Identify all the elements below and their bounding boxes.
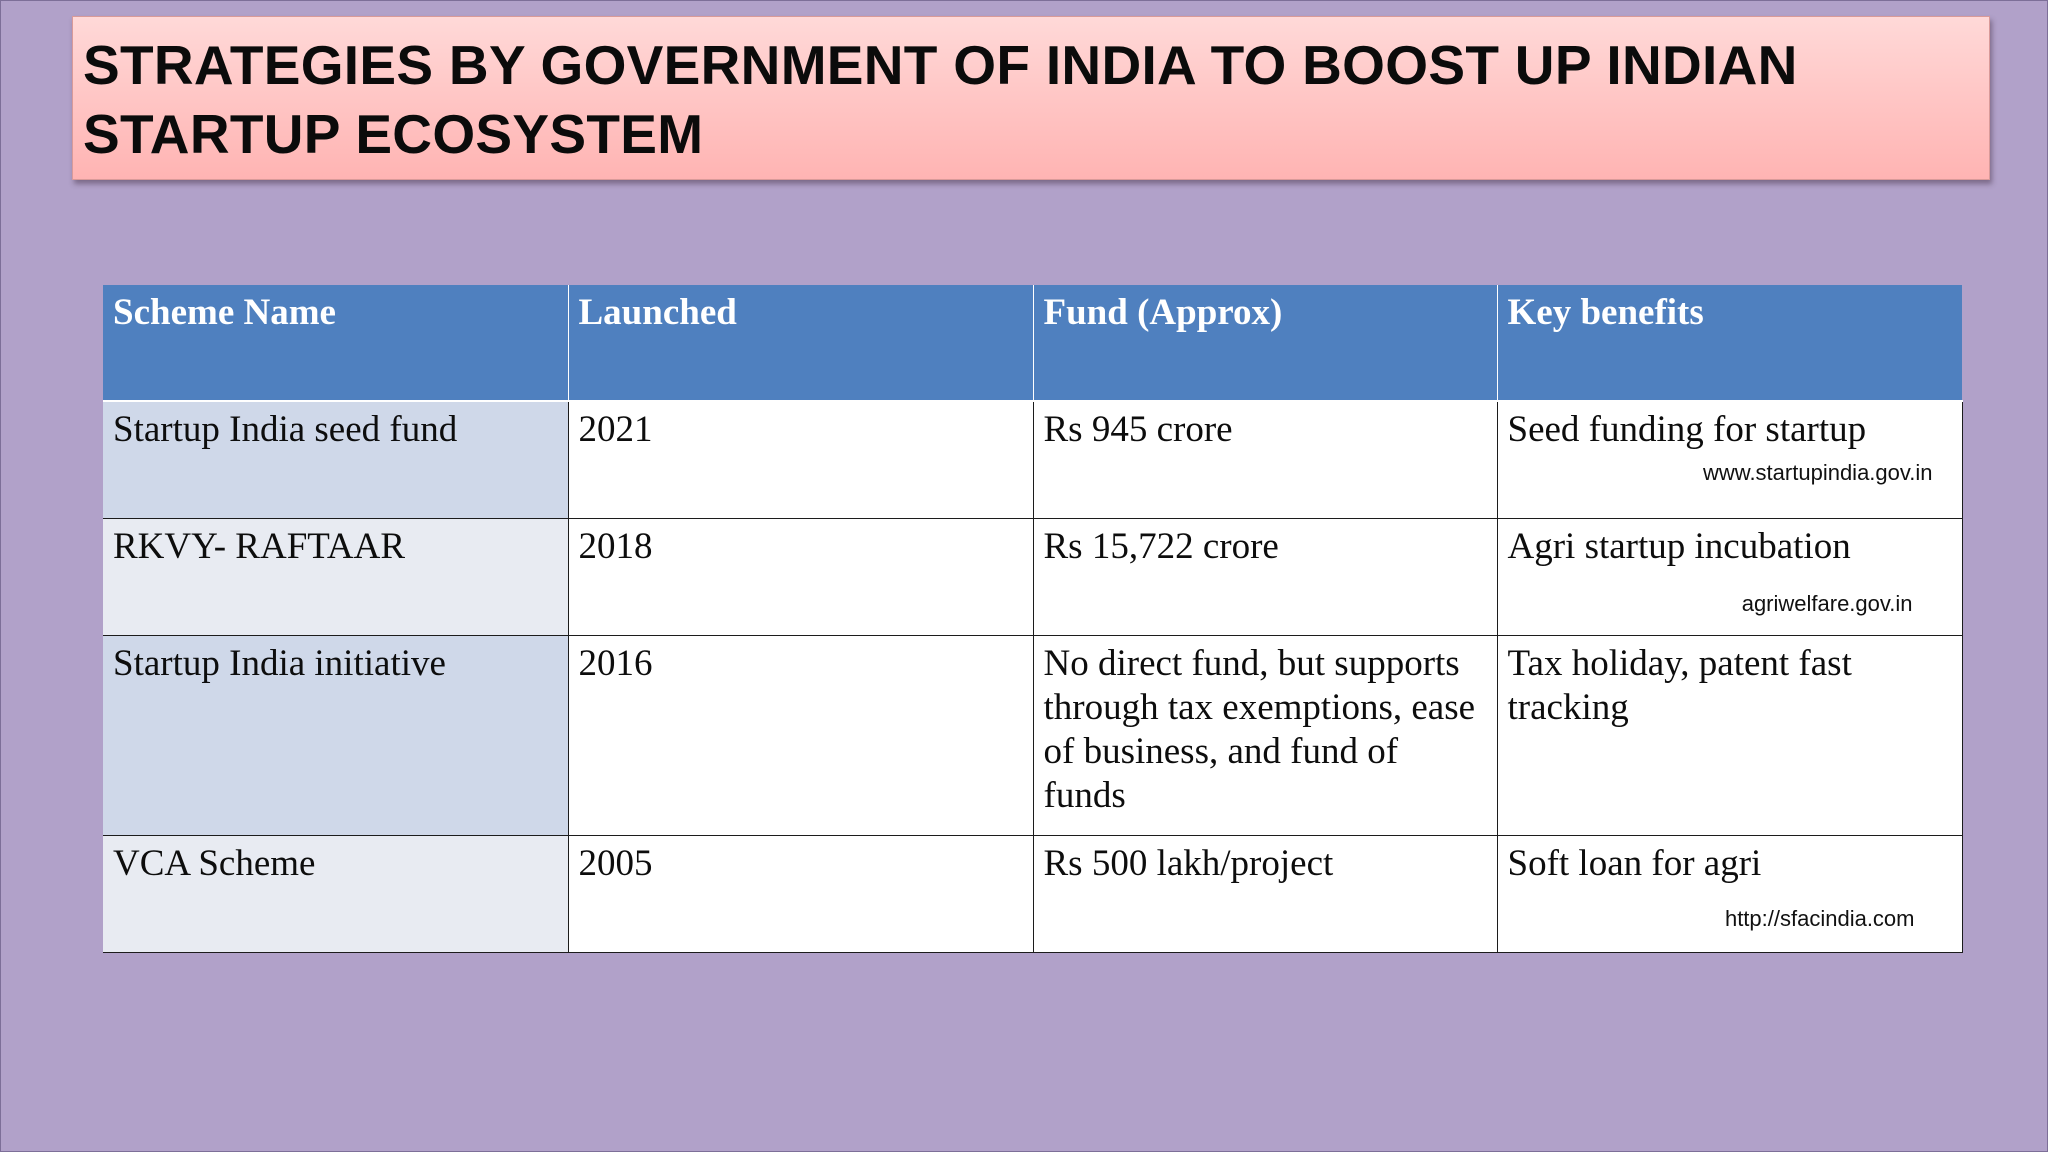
benefit-cell: Tax holiday, patent fast tracking <box>1496 634 1963 836</box>
benefit-text: Soft loan for agri <box>1507 842 1762 884</box>
fund-cell: No direct fund, but supports through tax… <box>1032 634 1498 836</box>
header-fund: Fund (Approx) <box>1033 285 1498 402</box>
launched-cell: 2016 <box>567 634 1034 836</box>
launched-cell: 2005 <box>567 834 1034 953</box>
header-key-benefits: Key benefits <box>1497 285 1962 402</box>
launched-cell: 2018 <box>567 517 1034 636</box>
benefit-cell: Seed funding for startup www.startupindi… <box>1496 400 1963 519</box>
benefit-cell: Soft loan for agri http://sfacindia.com <box>1496 834 1963 953</box>
table-row: Startup India initiative 2016 No direct … <box>103 634 1963 836</box>
scheme-name-cell: RKVY- RAFTAAR <box>103 517 569 636</box>
source-link[interactable]: agriwelfare.gov.in <box>1741 590 1913 616</box>
title-box: STRATEGIES BY GOVERNMENT OF INDIA TO BOO… <box>72 16 1990 180</box>
table-header-row: Scheme Name Launched Fund (Approx) Key b… <box>103 285 1962 402</box>
scheme-name-cell: VCA Scheme <box>103 834 569 953</box>
source-link[interactable]: http://sfacindia.com <box>1724 905 1915 931</box>
benefit-text: Agri startup incubation <box>1507 525 1851 567</box>
slide-title: STRATEGIES BY GOVERNMENT OF INDIA TO BOO… <box>83 34 1798 165</box>
benefit-text: Seed funding for startup <box>1507 409 1867 450</box>
header-launched: Launched <box>568 285 1034 402</box>
scheme-name-cell: Startup India initiative <box>103 634 569 836</box>
header-scheme-name: Scheme Name <box>103 285 569 402</box>
table-row: RKVY- RAFTAAR 2018 Rs 15,722 crore Agri … <box>103 517 1963 636</box>
fund-cell: Rs 500 lakh/project <box>1032 834 1498 953</box>
benefit-text: Tax holiday, patent fast tracking <box>1507 642 1852 728</box>
launched-cell: 2021 <box>567 400 1034 519</box>
table-row: Startup India seed fund 2021 Rs 945 cror… <box>103 400 1963 519</box>
scheme-name-cell: Startup India seed fund <box>103 400 569 519</box>
schemes-table: Scheme Name Launched Fund (Approx) Key b… <box>103 285 1963 953</box>
fund-cell: Rs 945 crore <box>1032 400 1498 519</box>
benefit-cell: Agri startup incubation agriwelfare.gov.… <box>1496 517 1963 636</box>
source-link[interactable]: www.startupindia.gov.in <box>1703 460 1933 485</box>
table-row: VCA Scheme 2005 Rs 500 lakh/project Soft… <box>103 834 1963 953</box>
fund-cell: Rs 15,722 crore <box>1032 517 1498 636</box>
